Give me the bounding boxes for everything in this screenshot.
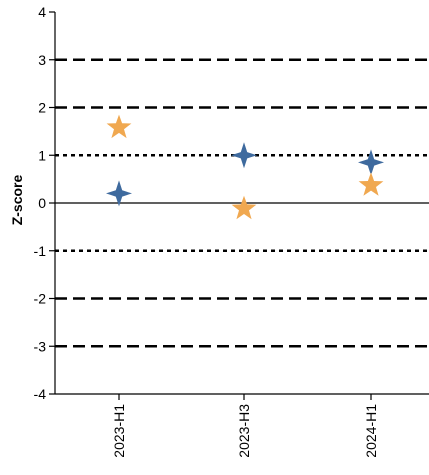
star-point [106,114,132,139]
x-tick-label: 2023-H1 [111,404,127,458]
y-tick-label: 4 [38,4,46,20]
x-tick-label: 2023-H3 [236,404,252,458]
y-axis-title: Z-score [9,175,25,226]
y-tick-label: -1 [34,243,47,259]
star-point [358,172,384,196]
y-tick-label: -3 [34,338,47,354]
y-tick-label: 2 [38,100,46,116]
y-tick-label: 0 [38,195,46,211]
y-tick-label: 3 [38,52,46,68]
diamond-star-point [358,149,384,176]
diamond-star-point [231,142,257,169]
star-point [231,195,257,220]
y-tick-label: 1 [38,147,46,163]
diamond-star-point [106,180,132,207]
y-tick-label: -4 [34,386,47,402]
y-tick-label: -2 [34,291,47,307]
x-tick-label: 2024-H1 [363,404,379,458]
